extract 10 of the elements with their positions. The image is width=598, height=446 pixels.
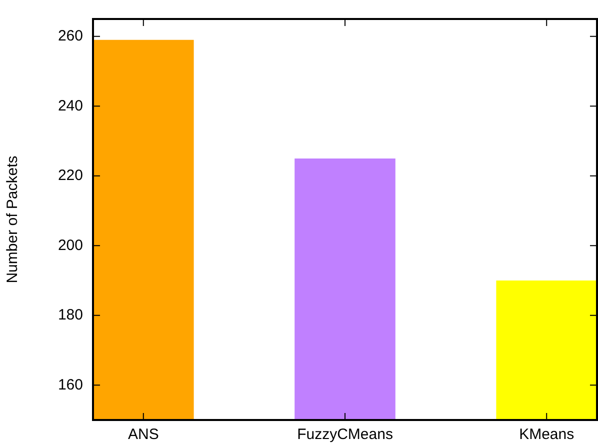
y-tick-label: 200 [58, 236, 83, 254]
y-tick-label: 160 [58, 376, 83, 394]
y-tick-label: 240 [58, 97, 83, 114]
y-tick-label: 260 [58, 28, 83, 45]
y-axis-title: Number of Packets [4, 156, 22, 284]
y-tick-label: 220 [58, 167, 83, 184]
x-tick-label: KMeans [519, 426, 574, 444]
y-tick-label: 180 [58, 306, 83, 324]
x-tick-label: FuzzyCMeans [297, 426, 393, 444]
x-tick-label: ANS [128, 426, 159, 444]
